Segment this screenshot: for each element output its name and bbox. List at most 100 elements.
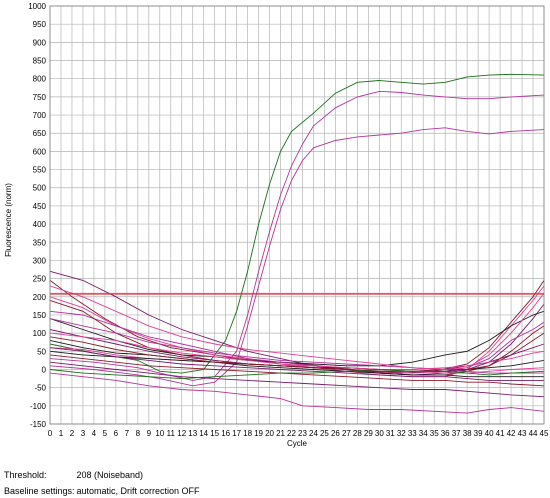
x-tick-label: 45 (540, 429, 549, 438)
series-line (49, 347, 544, 381)
x-tick-label: 1 (59, 429, 64, 438)
x-tick-label: 18 (243, 429, 252, 438)
series-line (49, 332, 545, 374)
series-line (49, 285, 545, 370)
series-line (49, 73, 545, 374)
x-tick-label: 28 (353, 429, 362, 438)
x-tick-label: 20 (265, 429, 274, 438)
x-tick-label: 30 (375, 429, 384, 438)
y-tick-label: 850 (33, 57, 47, 66)
series-line (49, 372, 545, 414)
x-tick-label: 44 (529, 429, 538, 438)
y-tick-labels: -150 -100 -50 0 50 100 150 200 250 300 350 400 450 50… (28, 2, 46, 429)
series-lines (49, 73, 545, 414)
series-line (49, 325, 545, 372)
y-tick-label: 900 (33, 38, 47, 47)
y-tick-label: 950 (33, 20, 47, 29)
x-tick-label: 42 (507, 429, 516, 438)
series-line (49, 318, 544, 374)
threshold-value: 208 (Noiseband) (76, 470, 144, 480)
y-tick-label: -100 (30, 402, 47, 411)
y-tick-label: -50 (34, 384, 46, 393)
x-tick-label: 7 (125, 429, 130, 438)
series-line (49, 90, 545, 381)
x-tick-label: 0 (48, 429, 53, 438)
y-tick-label: 600 (33, 147, 47, 156)
x-tick-label: 17 (232, 429, 241, 438)
y-tick-label: -150 (30, 420, 47, 429)
x-axis-label: Cycle (287, 439, 308, 448)
plot-frame (49, 5, 545, 425)
y-axis-label: Fluorescence (norm) (4, 183, 13, 257)
x-tick-label: 26 (331, 429, 340, 438)
x-tick-label: 36 (441, 429, 450, 438)
x-tick-label: 29 (364, 429, 373, 438)
x-tick-labels: 0 1 2 3 4 5 6 7 8 9 10 11 12 13 14 15 16 17 18 19 20 21 22 23 24… (48, 429, 549, 438)
x-tick-label: 40 (485, 429, 494, 438)
x-tick-label: 33 (408, 429, 417, 438)
y-tick-label: 450 (33, 202, 47, 211)
x-tick-label: 15 (210, 429, 219, 438)
x-tick-label: 31 (386, 429, 395, 438)
grid-lines (49, 5, 545, 425)
series-line (49, 361, 545, 398)
series-line (49, 285, 545, 378)
x-tick-label: 19 (254, 429, 263, 438)
x-tick-label: 6 (114, 429, 119, 438)
x-tick-label: 22 (287, 429, 296, 438)
x-tick-label: 2 (70, 429, 75, 438)
y-tick-label: 0 (42, 365, 47, 374)
y-tick-label: 350 (33, 238, 47, 247)
x-tick-label: 35 (430, 429, 439, 438)
x-tick-label: 5 (103, 429, 108, 438)
x-tick-label: 9 (147, 429, 152, 438)
y-tick-label: 550 (33, 166, 47, 175)
threshold-label: Threshold: (4, 470, 47, 480)
y-tick-label: 650 (33, 129, 47, 138)
x-tick-label: 13 (188, 429, 197, 438)
x-tick-label: 41 (496, 429, 505, 438)
x-tick-label: 3 (81, 429, 86, 438)
y-tick-label: 1000 (28, 2, 46, 11)
x-tick-label: 10 (155, 429, 164, 438)
x-tick-label: 38 (463, 429, 472, 438)
x-tick-label: 16 (221, 429, 230, 438)
x-tick-label: 12 (177, 429, 186, 438)
series-line (49, 127, 545, 387)
threshold-row: Threshold: 208 (Noiseband) (4, 470, 143, 480)
x-tick-label: 4 (92, 429, 97, 438)
series-line (49, 350, 544, 378)
x-tick-label: 8 (136, 429, 141, 438)
series-line (49, 310, 545, 367)
x-tick-label: 43 (518, 429, 527, 438)
x-tick-label: 24 (309, 429, 318, 438)
x-tick-label: 11 (167, 429, 176, 438)
x-tick-label: 23 (298, 429, 307, 438)
y-tick-label: 50 (37, 347, 46, 356)
y-tick-label: 700 (33, 111, 47, 120)
y-tick-label: 800 (33, 75, 47, 84)
x-tick-label: 14 (199, 429, 208, 438)
x-tick-label: 25 (320, 429, 329, 438)
y-tick-label: 200 (33, 293, 47, 302)
x-tick-label: 32 (397, 429, 406, 438)
x-tick-label: 27 (342, 429, 351, 438)
series-line (49, 339, 545, 372)
y-tick-label: 750 (33, 93, 47, 102)
plot-border (49, 5, 545, 425)
y-tick-label: 150 (33, 311, 47, 320)
y-tick-label: 100 (33, 329, 47, 338)
x-tick-label: 39 (474, 429, 483, 438)
baseline-label: Baseline settings: (4, 486, 75, 496)
y-tick-label: 400 (33, 220, 47, 229)
y-tick-label: 300 (33, 256, 47, 265)
series-line (49, 369, 545, 380)
x-tick-label: 21 (276, 429, 285, 438)
series-line (49, 354, 545, 387)
x-tick-label: 37 (452, 429, 461, 438)
y-tick-label: 500 (33, 184, 47, 193)
baseline-value: automatic, Drift correction OFF (76, 486, 200, 496)
baseline-row: Baseline settings: automatic, Drift corr… (4, 486, 200, 496)
y-tick-label: 250 (33, 275, 47, 284)
